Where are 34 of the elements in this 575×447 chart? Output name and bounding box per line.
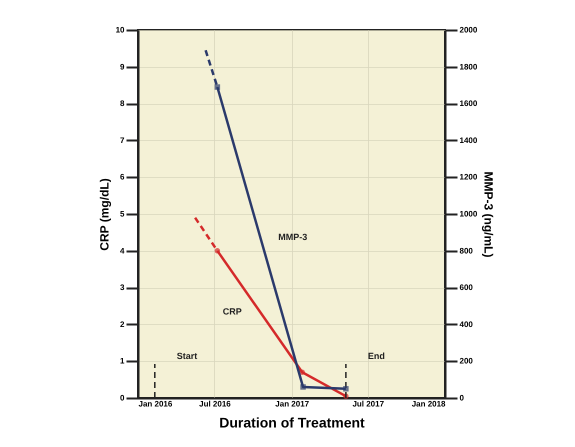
x-tick-label: Jan 2016 <box>138 400 173 408</box>
y-tick-label: 5 <box>120 210 126 218</box>
x-tick-label: Jul 2016 <box>199 400 232 408</box>
y-tick-label: 0 <box>120 394 126 402</box>
y2-tick-label: 1000 <box>460 210 478 218</box>
y-tick-label: 6 <box>120 172 126 182</box>
x-axis-title: Duration of Treatment <box>219 414 366 430</box>
y2-tick-label: 1400 <box>460 136 478 145</box>
y-tick-label: 2 <box>120 320 126 329</box>
y2-tick-label: 1600 <box>460 99 478 108</box>
y-tick-label: 1 <box>120 356 126 366</box>
ref-line-label: Start <box>176 351 198 361</box>
ref-line-label: End <box>368 351 385 361</box>
y-tick-label: 4 <box>120 246 126 256</box>
x-tick-label: Jul 2017 <box>352 400 385 408</box>
x-tick-label: Jan 2017 <box>275 400 310 408</box>
x-tick-label: Jan 2018 <box>412 400 446 408</box>
y-axis-title: CRP (mg/dL) <box>98 178 112 251</box>
y-tick-label: 10 <box>116 26 126 34</box>
y-tick-label: 7 <box>120 136 126 145</box>
y2-tick-label: 200 <box>460 356 474 366</box>
y2-tick-label: 2000 <box>460 26 478 34</box>
y2-tick-label: 400 <box>460 320 474 329</box>
y2-tick-label: 1800 <box>460 62 478 72</box>
series-label: MMP-3 <box>278 232 308 242</box>
y2-tick-label: 0 <box>460 394 464 402</box>
y2-tick-label: 1200 <box>460 172 478 182</box>
y2-tick-label: 600 <box>460 283 474 292</box>
series-label: CRP <box>222 306 242 317</box>
y-tick-label: 3 <box>120 283 126 292</box>
y-tick-label: 8 <box>120 99 126 108</box>
y2-axis-title: MMP-3 (ng/mL) <box>481 172 496 258</box>
y-tick-label: 9 <box>120 62 126 72</box>
y2-tick-label: 800 <box>460 246 474 256</box>
